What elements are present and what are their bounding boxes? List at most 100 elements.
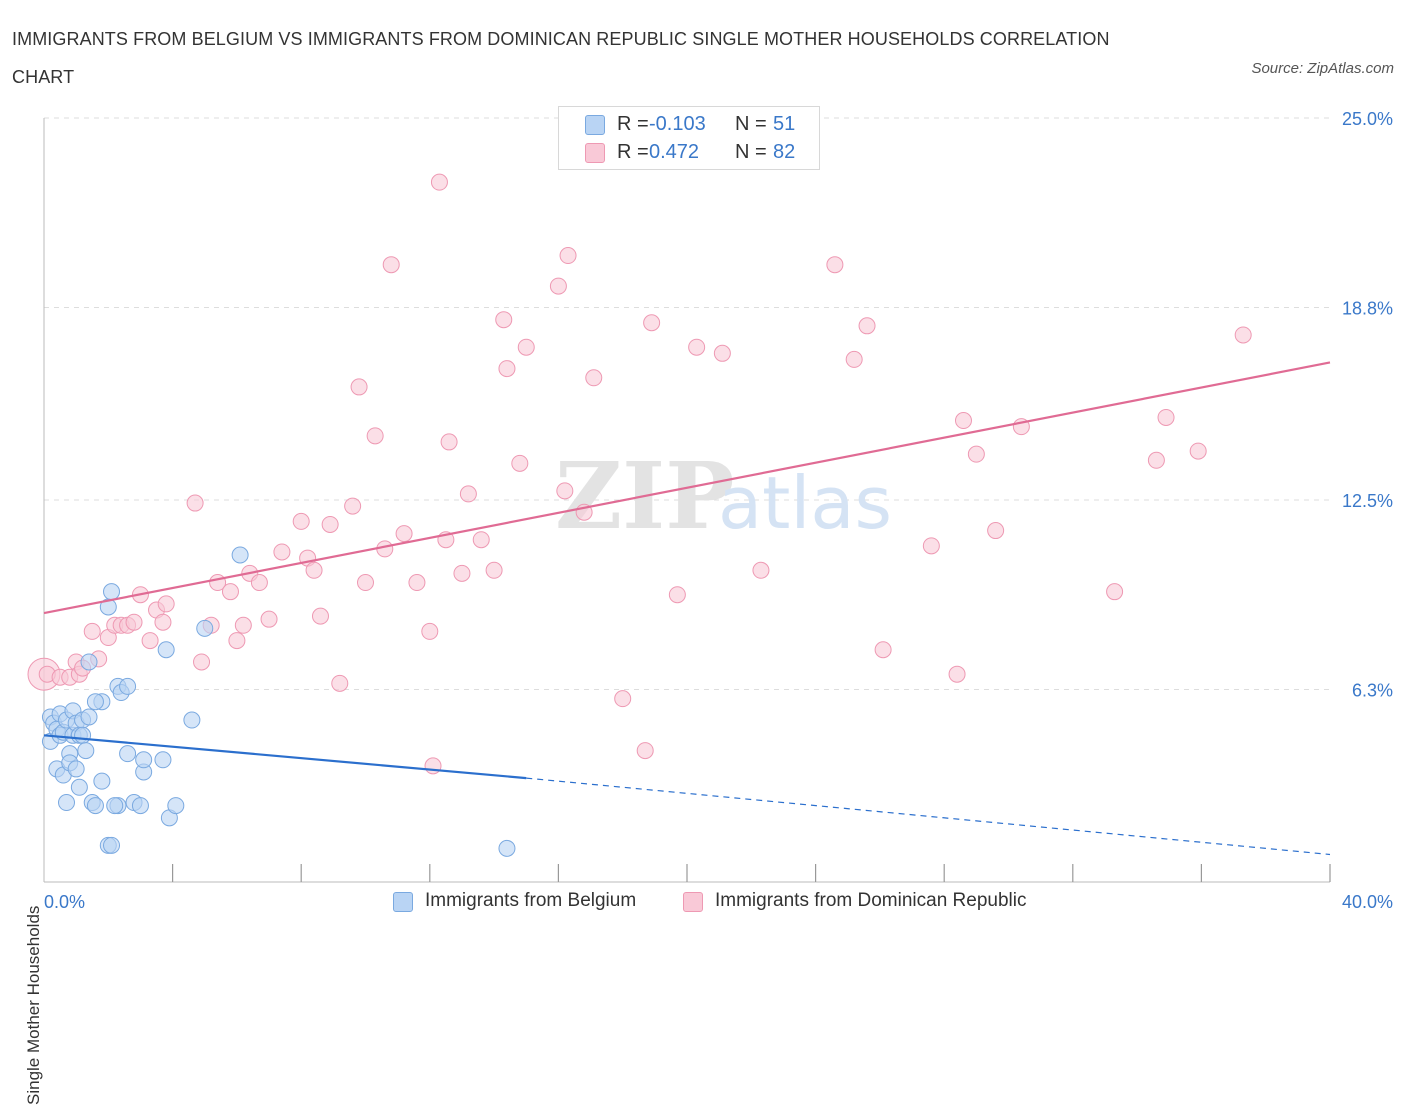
data-point-dominican (549, 277, 567, 295)
series-legend: Immigrants from Belgium Immigrants from … (0, 888, 1406, 918)
data-point-dominican (273, 543, 291, 561)
data-point-dominican (498, 360, 516, 378)
data-point-belgium (135, 751, 153, 769)
y-tick-label: 18.8% (1342, 298, 1393, 318)
data-point-belgium (106, 797, 124, 815)
series-dominican-points (27, 173, 1252, 775)
data-point-dominican (83, 622, 101, 640)
data-point-belgium (167, 797, 185, 815)
trend-line-belgium-extension (526, 777, 1331, 856)
data-point-belgium (119, 745, 137, 763)
data-point-dominican (585, 369, 603, 387)
y-tick-label: 25.0% (1342, 109, 1393, 129)
data-point-dominican (495, 311, 513, 329)
legend-n-label: N = (735, 113, 767, 135)
data-point-dominican (636, 742, 654, 760)
data-point-dominican (511, 454, 529, 472)
data-point-dominican (221, 583, 239, 601)
trend-lines (43, 361, 1331, 856)
data-point-dominican (430, 173, 448, 191)
data-point-dominican (472, 531, 490, 549)
data-point-dominican (485, 561, 503, 579)
y-axis-label: Single Mother Households (24, 905, 43, 1105)
legend-swatch-belgium (393, 892, 413, 912)
data-point-belgium (183, 711, 201, 729)
data-point-belgium (231, 546, 249, 564)
axes-layer (43, 118, 1331, 883)
data-point-dominican (1147, 451, 1165, 469)
data-point-dominican (826, 256, 844, 274)
data-point-dominican (344, 497, 362, 515)
data-point-dominican (459, 485, 477, 503)
legend-r-value: 0.472 (649, 141, 700, 163)
data-point-dominican (1189, 442, 1207, 460)
data-point-dominican (643, 314, 661, 332)
data-point-belgium (196, 619, 214, 637)
data-point-dominican (421, 622, 439, 640)
trend-line-belgium (43, 734, 527, 780)
data-point-dominican (954, 412, 972, 430)
data-point-dominican (688, 338, 706, 356)
data-point-dominican (556, 482, 574, 500)
data-point-belgium (157, 641, 175, 659)
y-tick-label: 6.3% (1352, 680, 1393, 700)
data-point-dominican (366, 427, 384, 445)
data-point-dominican (305, 561, 323, 579)
data-point-dominican (350, 378, 368, 396)
data-point-belgium (131, 797, 149, 815)
data-point-dominican (311, 607, 329, 625)
data-point-dominican (559, 247, 577, 265)
legend-label-dominican: Immigrants from Dominican Republic (715, 890, 1027, 911)
legend-n-value: 82 (773, 141, 796, 163)
data-point-belgium (498, 839, 516, 857)
data-point-belgium (154, 751, 172, 769)
data-point-dominican (858, 317, 876, 335)
data-point-dominican (125, 613, 143, 631)
data-point-dominican (424, 757, 442, 775)
data-point-dominican (331, 674, 349, 692)
data-point-dominican (408, 574, 426, 592)
data-point-belgium (77, 742, 95, 760)
correlation-legend: R = -0.103 N = 51 R = 0.472 N = 82 (558, 106, 820, 170)
data-point-dominican (713, 344, 731, 362)
legend-r-label: R = (617, 113, 649, 135)
data-point-dominican (668, 586, 686, 604)
data-point-belgium (103, 583, 121, 601)
data-point-dominican (321, 515, 339, 533)
data-point-dominican (948, 665, 966, 683)
data-point-dominican (1157, 408, 1175, 426)
data-point-dominican (440, 433, 458, 451)
chart-title: IMMIGRANTS FROM BELGIUM VS IMMIGRANTS FR… (12, 29, 1110, 87)
data-point-dominican (922, 537, 940, 555)
data-point-belgium (70, 778, 88, 796)
data-point-dominican (376, 540, 394, 558)
data-point-dominican (234, 616, 252, 634)
legend-row-belgium: R = -0.103 N = 51 (559, 111, 819, 139)
data-point-dominican (614, 690, 632, 708)
source-text: Source: ZipAtlas.com (1251, 60, 1394, 77)
data-point-belgium (86, 693, 104, 711)
data-point-belgium (119, 677, 137, 695)
data-point-dominican (157, 595, 175, 613)
legend-n-value: 51 (773, 113, 796, 135)
data-point-dominican (260, 610, 278, 628)
data-point-dominican (987, 522, 1005, 540)
data-point-belgium (80, 653, 98, 671)
y-tick-label: 12.5% (1342, 491, 1393, 511)
data-point-dominican (517, 338, 535, 356)
data-point-dominican (141, 632, 159, 650)
data-point-belgium (86, 797, 104, 815)
data-point-belgium (80, 708, 98, 726)
data-point-dominican (193, 653, 211, 671)
data-point-dominican (395, 525, 413, 543)
legend-swatch-belgium (585, 115, 605, 135)
data-point-dominican (453, 564, 471, 582)
watermark: ZIP atlas (555, 442, 892, 550)
data-point-dominican (874, 641, 892, 659)
data-point-dominican (752, 561, 770, 579)
data-point-dominican (186, 494, 204, 512)
data-point-dominican (357, 574, 374, 592)
legend-swatch-dominican (585, 143, 605, 163)
legend-row-dominican: R = 0.472 N = 82 (559, 139, 819, 167)
data-point-belgium (93, 772, 111, 790)
